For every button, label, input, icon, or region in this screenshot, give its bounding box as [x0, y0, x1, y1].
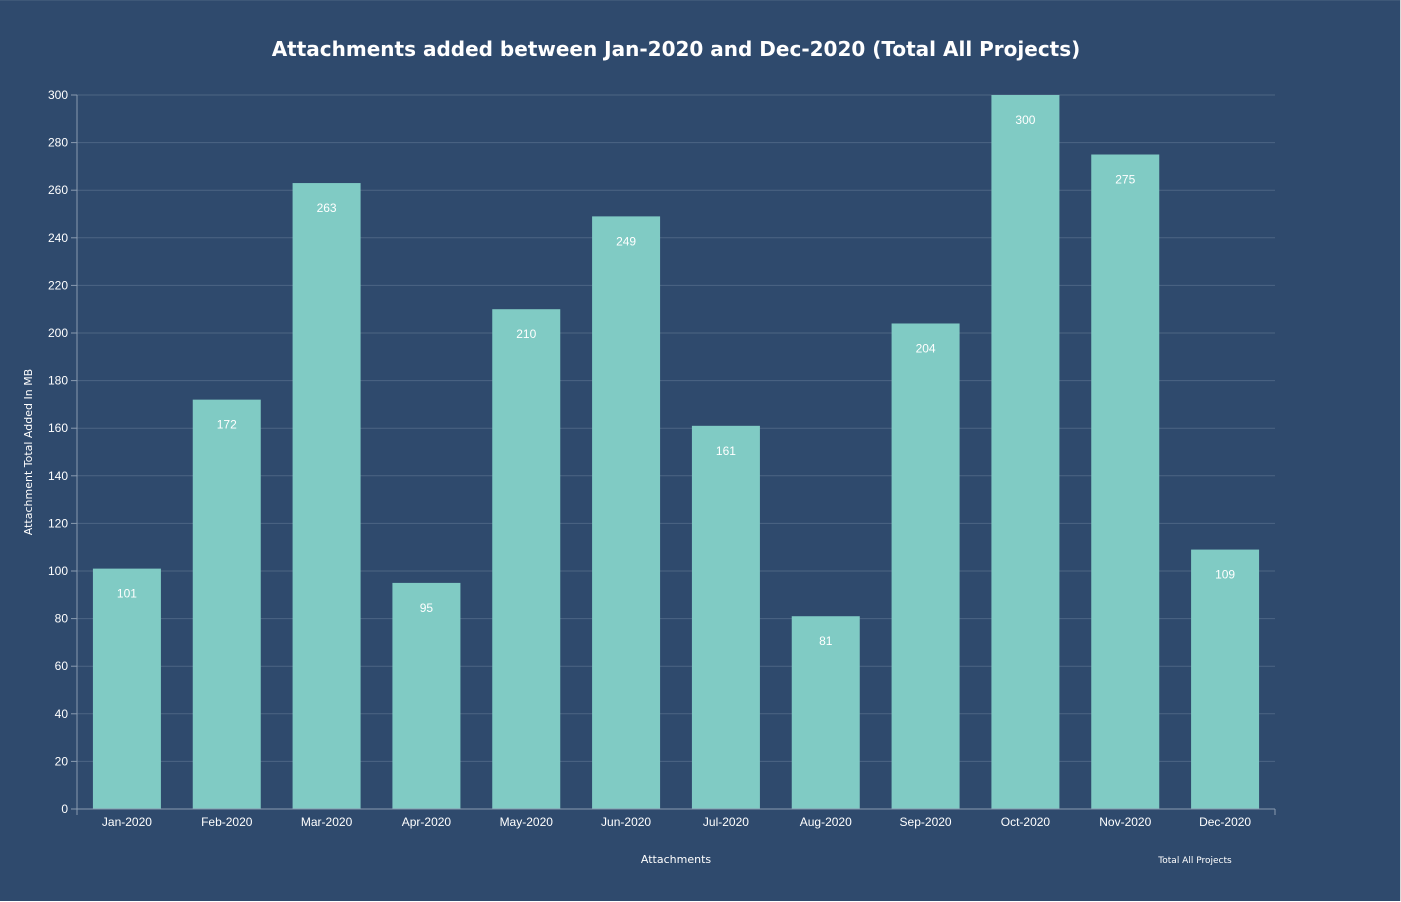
y-tick-label: 300	[48, 88, 68, 102]
x-tick-label: Jan-2020	[102, 815, 152, 829]
y-tick-label: 40	[55, 707, 69, 721]
bar[interactable]	[691, 425, 760, 809]
bar-value-label: 275	[1115, 173, 1135, 187]
y-axis-title: Attachment Total Added In MB	[22, 369, 35, 535]
bar-value-label: 161	[716, 444, 736, 458]
bar[interactable]	[592, 216, 661, 809]
x-axis: Jan-2020 Feb-2020 Mar-2020 Apr-2020 May-2020…	[76, 808, 1276, 829]
y-tick-label: 140	[48, 469, 68, 483]
y-tick-label: 160	[48, 421, 68, 435]
x-axis-title: Attachments	[641, 853, 711, 866]
bar-value-label: 95	[420, 601, 434, 615]
x-tick-label: Oct-2020	[1001, 815, 1051, 829]
bar-value-label: 210	[516, 327, 536, 341]
bar-value-label: 300	[1015, 113, 1035, 127]
y-tick-label: 220	[48, 278, 68, 292]
bar[interactable]	[1191, 549, 1260, 809]
x-tick-label: Sep-2020	[900, 815, 952, 829]
bar-value-label: 172	[217, 418, 237, 432]
y-tick-label: 180	[48, 374, 68, 388]
bar-value-label: 109	[1215, 568, 1235, 582]
bars: 101 172 263 95 210 249 161 81 204 300 275 109	[92, 95, 1260, 810]
bar[interactable]	[1091, 154, 1160, 810]
bar[interactable]	[192, 399, 261, 809]
y-tick-label: 0	[61, 802, 68, 816]
x-tick-label: Apr-2020	[402, 815, 452, 829]
bar[interactable]	[991, 95, 1060, 809]
x-tick-label: Feb-2020	[201, 815, 253, 829]
grid-lines	[77, 94, 1275, 810]
x-tick-label: Jul-2020	[703, 815, 749, 829]
y-tick-label: 260	[48, 183, 68, 197]
x-tick-label: Aug-2020	[800, 815, 852, 829]
bar-value-label: 263	[317, 201, 337, 215]
bar[interactable]	[92, 568, 161, 809]
chart-title: Attachments added between Jan-2020 and D…	[272, 37, 1081, 61]
bar[interactable]	[492, 309, 561, 809]
legend-label: Total All Projects	[1157, 856, 1232, 866]
y-tick-label: 120	[48, 516, 68, 530]
bar-value-label: 249	[616, 234, 636, 248]
y-tick-label: 80	[55, 612, 69, 626]
bar-value-label: 81	[819, 634, 833, 648]
bar[interactable]	[791, 616, 860, 809]
y-tick-label: 20	[55, 754, 69, 768]
bar-value-label: 101	[117, 587, 137, 601]
x-tick-label: May-2020	[500, 815, 554, 829]
x-tick-label: Dec-2020	[1199, 815, 1251, 829]
y-tick-label: 100	[48, 564, 68, 578]
y-tick-label: 60	[55, 659, 69, 673]
bar[interactable]	[292, 183, 361, 809]
y-tick-label: 200	[48, 326, 68, 340]
y-tick-label: 280	[48, 136, 68, 150]
bar[interactable]	[392, 582, 461, 809]
y-axis: 0 20 40 60 80 100 120 140 160 180 200 220 240 260 280 3…	[48, 88, 78, 816]
x-tick-label: Mar-2020	[301, 815, 353, 829]
y-tick-label: 240	[48, 231, 68, 245]
x-tick-label: Nov-2020	[1099, 815, 1151, 829]
bar[interactable]	[891, 323, 960, 809]
x-tick-label: Jun-2020	[601, 815, 651, 829]
bar-value-label: 204	[916, 341, 936, 355]
